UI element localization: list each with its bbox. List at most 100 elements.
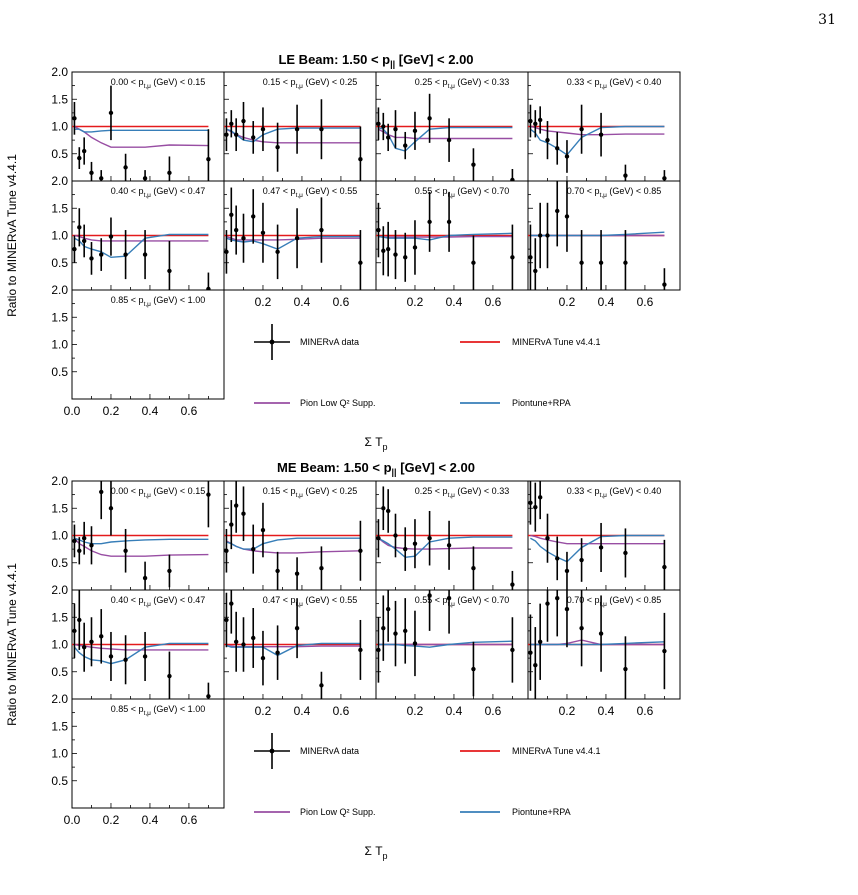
data-point	[510, 255, 515, 260]
y-tick-label: 1.5	[51, 310, 68, 324]
x-tick-label: 0.6	[333, 704, 350, 718]
data-point	[393, 127, 398, 132]
x-tick-label: 0.0	[64, 404, 81, 418]
x-tick-label: 0.4	[598, 704, 615, 718]
data-point	[99, 176, 104, 181]
data-point	[108, 110, 114, 116]
data-point	[427, 116, 432, 121]
panel-1: 0.15 < pt,μ (GeV) < 0.25	[223, 480, 377, 591]
data-point	[579, 557, 584, 563]
panel-5: 0.2 0.4 0.6 0.47 < pt,μ (GeV) < 0.55	[223, 180, 377, 309]
y-tick-label: 1.0	[51, 747, 68, 761]
panel-1: 0.15 < pt,μ (GeV) < 0.25	[223, 71, 377, 182]
x-tick-label: 0.4	[446, 295, 463, 309]
x-axis-label: Σ Tp	[364, 435, 387, 452]
data-point	[545, 233, 550, 238]
data-point	[564, 568, 570, 574]
data-point	[260, 527, 266, 533]
data-point	[471, 666, 476, 672]
data-point	[564, 214, 570, 219]
panel-plot-area	[376, 486, 515, 590]
y-tick-label: 1.0	[51, 638, 68, 652]
series-piontune-line	[378, 536, 513, 559]
data-point	[241, 642, 246, 647]
y-tick-label: 0.5	[51, 147, 68, 161]
data-point	[251, 135, 256, 140]
data-point	[99, 489, 104, 495]
series-low-q2-line	[378, 128, 513, 140]
y-axis-label: Ratio to MINERvA Tune v4.4.1	[5, 563, 19, 726]
legend-piontune-label: Piontune+RPA	[512, 398, 571, 408]
data-point	[233, 503, 239, 508]
data-point	[294, 236, 300, 241]
data-point	[319, 227, 324, 233]
panel-plot-area	[72, 85, 211, 181]
series-low-q2-line	[73, 537, 209, 557]
data-point	[446, 543, 452, 548]
x-tick-label: 0.6	[333, 295, 350, 309]
panel-8: 0.5 1.0 1.5 2.0 0.0 0.2 0.4 0.6 0.85 < pt,μ (GeV…	[51, 692, 225, 827]
data-point	[446, 219, 452, 225]
series-piontune-line	[529, 125, 665, 156]
x-tick-label: 0.6	[637, 295, 654, 309]
legend-data-marker	[269, 748, 275, 754]
legend-item-data: MINERvA data	[254, 324, 359, 360]
series-piontune-line	[530, 231, 665, 237]
legend-item-low-q2: Pion Low Q² Supp.	[254, 398, 376, 408]
data-point	[81, 238, 87, 244]
x-tick-label: 0.2	[407, 704, 424, 718]
y-tick-label: 2.0	[51, 474, 68, 488]
data-point	[403, 143, 408, 148]
panel-6: 0.2 0.4 0.6 0.55 < pt,μ (GeV) < 0.70	[375, 589, 529, 718]
data-point	[537, 639, 543, 644]
panel-label: 0.15 < pt,μ (GeV) < 0.25	[263, 77, 357, 90]
data-point	[89, 543, 94, 548]
x-tick-label: 0.2	[255, 704, 272, 718]
data-point	[545, 601, 550, 606]
data-point	[564, 606, 570, 612]
data-point	[142, 176, 148, 181]
series-low-q2-line	[226, 235, 361, 241]
x-tick-label: 0.6	[485, 295, 502, 309]
data-point	[555, 146, 560, 151]
data-point	[72, 246, 77, 252]
data-point	[555, 595, 560, 601]
y-tick-label: 0.5	[51, 365, 68, 379]
data-point	[77, 225, 82, 230]
panel-3: 0.33 < pt,μ (GeV) < 0.40	[527, 71, 681, 182]
series-piontune-line	[74, 537, 209, 545]
series-low-q2-line	[377, 537, 513, 550]
panel-plot-area	[376, 590, 515, 697]
data-point	[579, 127, 584, 132]
panel-label: 0.85 < pt,μ (GeV) < 1.00	[111, 704, 205, 717]
panel-label: 0.33 < pt,μ (GeV) < 0.40	[567, 486, 661, 499]
data-point	[385, 606, 391, 612]
data-point	[77, 548, 82, 553]
panel-label: 0.85 < pt,μ (GeV) < 1.00	[111, 295, 205, 308]
data-point	[381, 248, 386, 253]
data-point	[427, 219, 432, 225]
data-point	[142, 654, 148, 659]
legend-piontune-label: Piontune+RPA	[512, 807, 571, 817]
data-point	[579, 260, 584, 265]
data-point	[241, 511, 246, 516]
data-point	[294, 127, 300, 132]
panel-label: 0.15 < pt,μ (GeV) < 0.25	[263, 486, 357, 499]
series-piontune-line	[378, 640, 513, 648]
data-point	[358, 548, 363, 553]
data-point	[393, 252, 398, 257]
x-tick-label: 0.6	[181, 813, 198, 827]
data-point	[275, 145, 280, 150]
data-point	[99, 634, 104, 639]
data-point	[229, 212, 234, 217]
panel-2: 0.25 < pt,μ (GeV) < 0.33	[375, 480, 529, 591]
legend-tune-label: MINERvA Tune v4.4.1	[512, 746, 601, 756]
series-low-q2-line	[530, 125, 665, 136]
y-tick-label: 1.5	[51, 610, 68, 624]
data-point	[81, 148, 87, 154]
data-point	[510, 647, 515, 653]
y-tick-label: 1.0	[51, 338, 68, 352]
data-point	[241, 236, 246, 241]
data-point	[123, 548, 128, 553]
data-point	[142, 575, 148, 581]
